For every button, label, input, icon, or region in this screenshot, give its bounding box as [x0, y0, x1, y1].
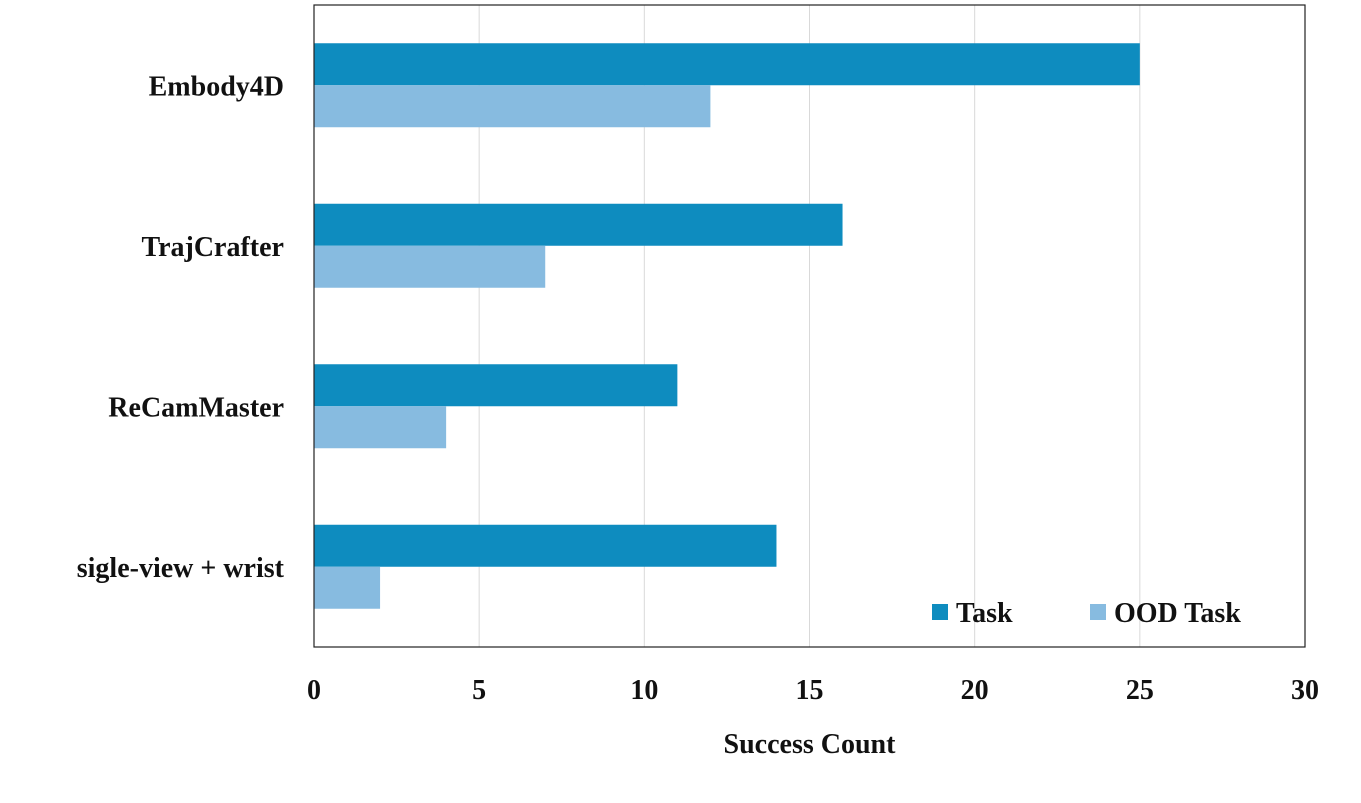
- legend: Task OOD Task: [932, 598, 1241, 629]
- x-tick-label: 25: [1126, 675, 1154, 706]
- x-tick-label: 10: [630, 675, 658, 706]
- bars: [314, 43, 1140, 609]
- bar-task-1: [314, 203, 843, 246]
- x-tick-label: 15: [796, 675, 824, 706]
- bar-task-3: [314, 524, 777, 567]
- bar-ood-task-1: [314, 245, 546, 288]
- x-tick-label: 5: [472, 675, 486, 706]
- x-tick-label: 30: [1291, 675, 1319, 706]
- category-label: ReCamMaster: [108, 392, 284, 423]
- legend-swatch-task: [932, 604, 948, 620]
- bar-task-2: [314, 364, 678, 407]
- bar-ood-task-0: [314, 85, 711, 128]
- category-label: TrajCrafter: [141, 232, 284, 263]
- category-labels: Embody4D TrajCrafter ReCamMaster sigle-view…: [77, 71, 285, 584]
- category-label: Embody4D: [149, 71, 284, 102]
- x-tick-label: 0: [307, 675, 321, 706]
- bar-task-0: [314, 43, 1140, 86]
- bar-ood-task-3: [314, 566, 381, 609]
- legend-label-task: Task: [956, 598, 1013, 629]
- legend-label-ood-task: OOD Task: [1114, 598, 1241, 629]
- plot-frame: [313, 4, 1306, 648]
- legend-swatch-ood-task: [1090, 604, 1106, 620]
- x-tick-labels: 0 5 10 15 20 25 30: [307, 675, 1319, 706]
- bar-ood-task-2: [314, 406, 447, 449]
- x-axis-title: Success Count: [724, 729, 897, 760]
- x-tick-label: 20: [961, 675, 989, 706]
- category-label: sigle-view + wrist: [77, 553, 285, 584]
